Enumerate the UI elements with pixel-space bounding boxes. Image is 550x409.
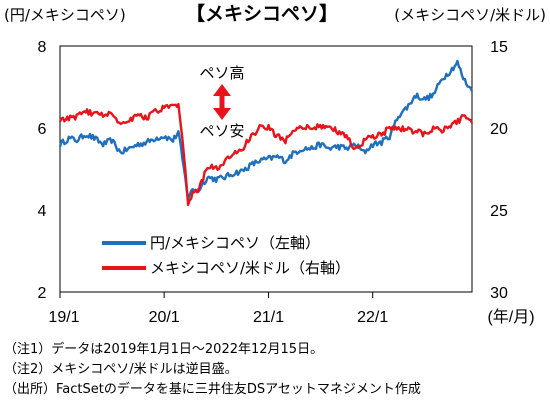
arrow-down-icon — [213, 108, 231, 120]
left-axis-unit: (円/メキシコペソ) — [4, 6, 126, 24]
chart-title: 【メキシコペソ】 — [186, 2, 338, 25]
arrow-up-icon — [213, 84, 231, 96]
plot-frame — [59, 45, 473, 293]
left-tick-3: 8 — [38, 39, 47, 56]
left-tick-1: 4 — [38, 203, 47, 220]
notes: （注1）データは2019年1月1日～2022年12月15日。 （注2）メキシコペ… — [4, 340, 548, 400]
right-tick-2: 20 — [490, 121, 508, 138]
note-2: （注2）メキシコペソ/米ドルは逆目盛。 — [4, 362, 238, 377]
right-tick-3: 15 — [490, 39, 508, 56]
x-tick-2: 21/1 — [253, 309, 284, 326]
legend-label-mxn-usd: メキシコペソ/米ドル（右軸） — [150, 259, 350, 277]
arrow-shaft — [219, 95, 225, 109]
note-3: （出所）FactSetのデータを基に三井住友DSアセットマネジメント作成 — [4, 382, 421, 397]
note-1: （注1）データは2019年1月1日～2022年12月15日。 — [4, 342, 324, 357]
x-axis-unit: (年/月) — [487, 308, 534, 326]
right-axis-ticks: 30 25 20 15 — [490, 39, 508, 302]
x-tick-0: 19/1 — [48, 309, 79, 326]
series-layer — [58, 59, 474, 207]
x-axis-ticks: 19/1 20/1 21/1 22/1 — [48, 292, 388, 326]
peso-weak-label: ペソ安 — [199, 122, 244, 140]
left-tick-2: 6 — [38, 121, 47, 138]
left-axis-ticks: 2 4 6 8 — [38, 39, 47, 302]
x-tick-1: 20/1 — [149, 309, 180, 326]
peso-direction-annotation: ペソ高 ペソ安 — [199, 64, 244, 140]
left-tick-0: 2 — [38, 285, 47, 302]
series-line-0 — [58, 59, 474, 201]
x-tick-3: 22/1 — [357, 309, 388, 326]
chart: 【メキシコペソ】 (円/メキシコペソ) (メキシコペソ/米ドル) 2 4 6 8 30… — [4, 2, 546, 326]
right-tick-0: 30 — [490, 285, 508, 302]
series-line-1 — [58, 102, 474, 207]
peso-strong-label: ペソ高 — [199, 64, 244, 82]
right-tick-1: 25 — [490, 203, 508, 220]
right-axis-unit: (メキシコペソ/米ドル) — [394, 6, 546, 24]
legend-label-jpy-mxn: 円/メキシコペソ（左軸） — [150, 234, 320, 252]
legend: 円/メキシコペソ（左軸） メキシコペソ/米ドル（右軸） — [102, 234, 350, 277]
